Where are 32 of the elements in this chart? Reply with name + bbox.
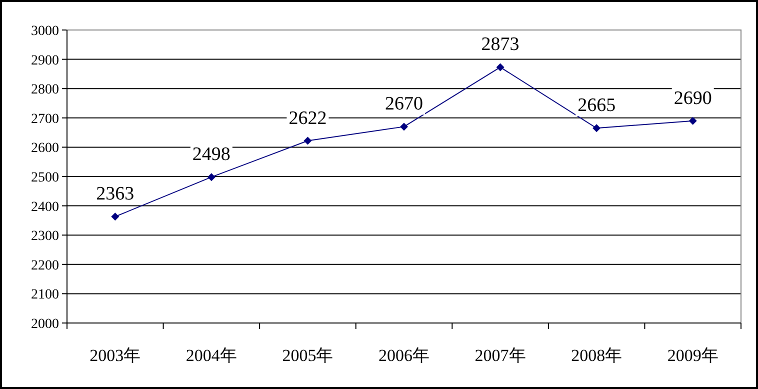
y-tick-label: 2400 xyxy=(31,200,59,215)
y-tick-label: 2300 xyxy=(31,229,59,244)
x-tick-label: 2009年 xyxy=(667,346,718,365)
x-tick-label: 2003年 xyxy=(90,346,141,365)
point xyxy=(304,136,312,145)
data-label: 2670 xyxy=(385,94,423,115)
y-tick-label: 2000 xyxy=(31,317,59,332)
point xyxy=(111,212,120,221)
y-tick-label: 2200 xyxy=(31,258,59,274)
x-tick-label: 2007年 xyxy=(474,346,526,365)
point xyxy=(688,116,697,125)
y-tick-label: 2700 xyxy=(31,112,59,127)
data-label: 2690 xyxy=(674,88,712,109)
point xyxy=(496,63,504,72)
data-label: 2622 xyxy=(288,108,327,129)
y-tick-label: 2600 xyxy=(31,141,59,156)
y-tick-label: 2500 xyxy=(31,170,59,186)
point xyxy=(400,122,408,131)
y-tick-label: 2100 xyxy=(31,288,59,303)
y-tick-label: 3000 xyxy=(31,24,59,39)
x-tick-label: 2004年 xyxy=(186,346,237,365)
point xyxy=(207,173,216,182)
x-tick-label: 2006年 xyxy=(378,346,430,365)
data-label: 2665 xyxy=(578,95,616,116)
x-tick-label: 2005年 xyxy=(282,346,334,365)
x-tick-label: 2008年 xyxy=(571,346,622,365)
data-label: 2873 xyxy=(481,34,520,56)
point xyxy=(592,124,601,132)
y-tick-label: 2800 xyxy=(31,82,59,98)
y-tick-label: 2900 xyxy=(31,53,59,68)
data-label: 2498 xyxy=(192,144,230,166)
data-label: 2363 xyxy=(96,184,134,205)
